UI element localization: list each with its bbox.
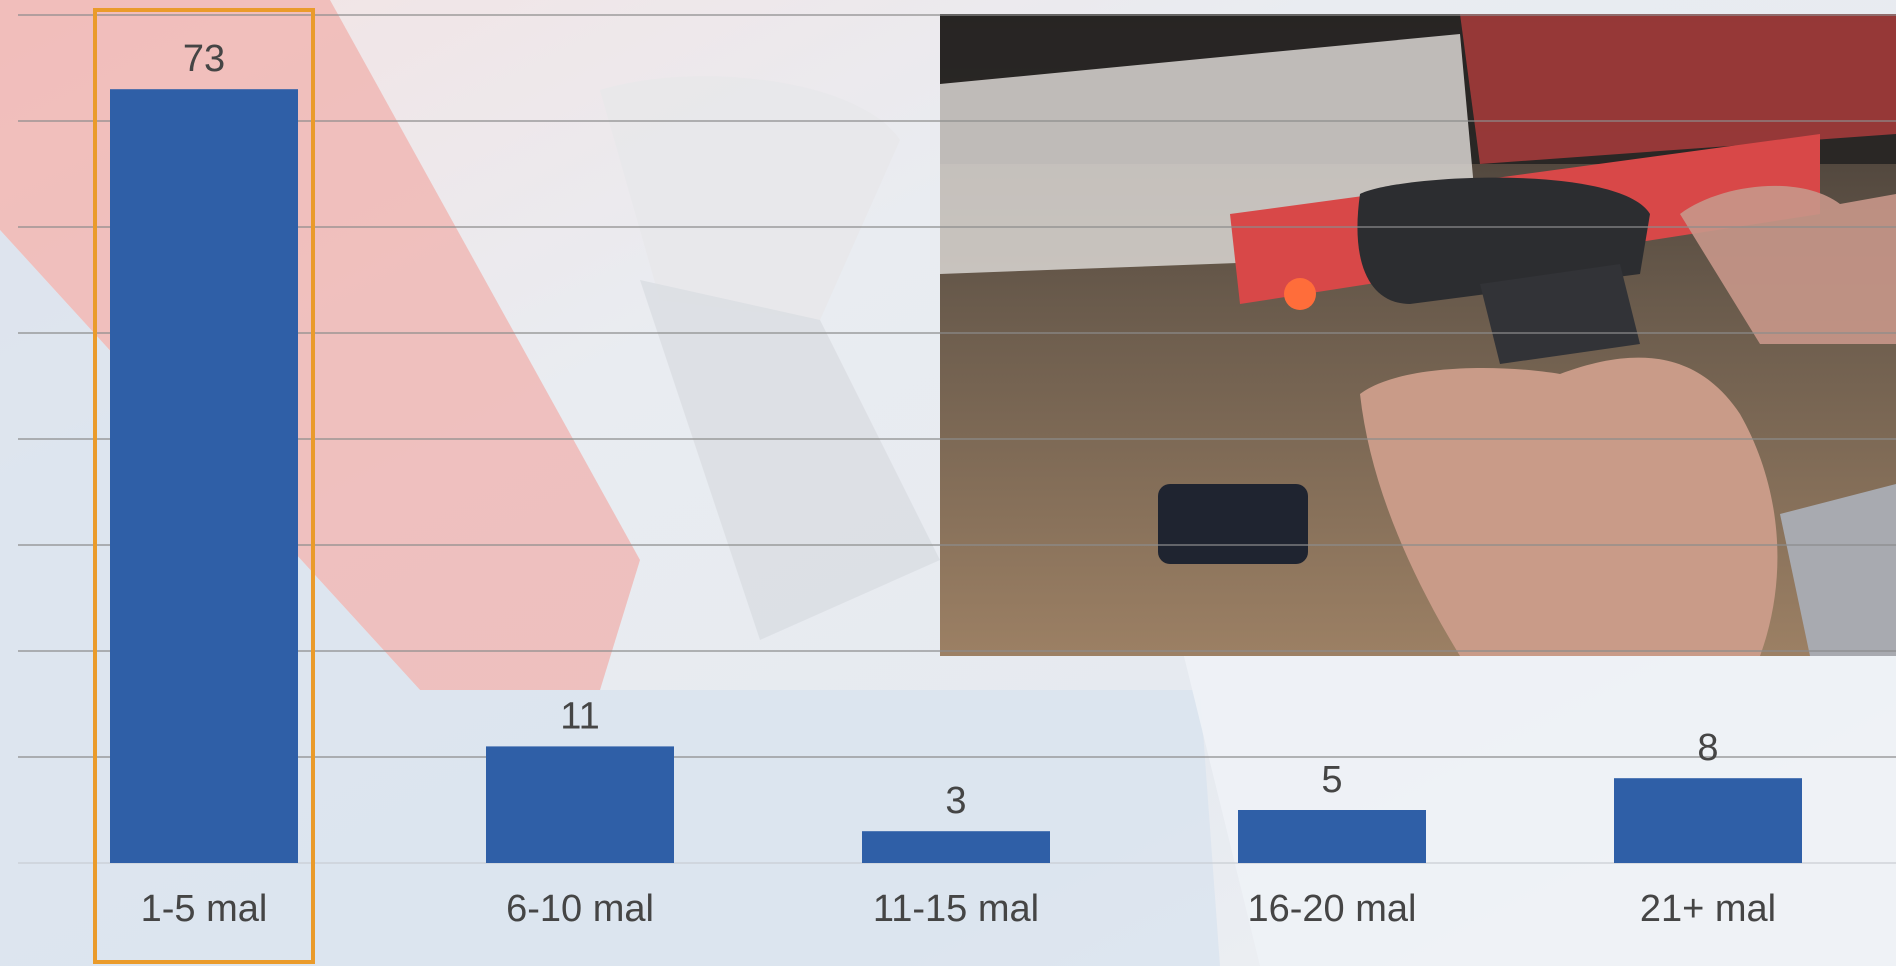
- bar-5: [1614, 778, 1802, 863]
- bar-1: [110, 89, 298, 863]
- data-label-5: 8: [1697, 727, 1718, 769]
- bar-4: [1238, 810, 1426, 863]
- category-label-2: 6-10 mal: [506, 888, 654, 930]
- data-labels: 73 11 3 5 8: [183, 38, 1719, 822]
- bar-3: [862, 831, 1050, 863]
- bar-2: [486, 746, 674, 863]
- data-label-4: 5: [1321, 759, 1342, 801]
- category-label-5: 21+ mal: [1640, 888, 1776, 930]
- category-label-3: 11-15 mal: [873, 888, 1039, 930]
- category-label-1: 1-5 mal: [141, 888, 268, 930]
- data-label-1: 73: [183, 38, 225, 80]
- highlight-box: [93, 8, 315, 964]
- data-label-3: 3: [945, 780, 966, 822]
- category-labels: 1-5 mal 6-10 mal 11-15 mal 16-20 mal 21+ mal: [141, 888, 1776, 930]
- data-label-2: 11: [560, 695, 599, 737]
- category-label-4: 16-20 mal: [1248, 888, 1417, 930]
- gridlines: [18, 14, 1896, 864]
- bars: [110, 89, 1802, 863]
